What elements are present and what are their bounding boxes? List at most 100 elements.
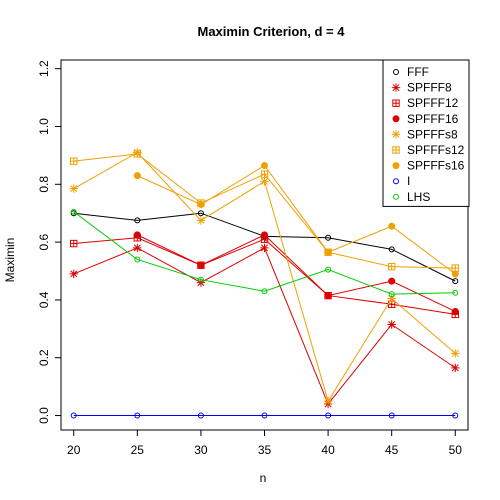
- data-point: [387, 262, 396, 271]
- asterisk-marker: [196, 216, 206, 225]
- circle-marker: [393, 178, 399, 185]
- circle-marker: [197, 412, 204, 419]
- legend-label: SPFFF8: [407, 81, 452, 95]
- dot-marker: [261, 162, 268, 170]
- legend-item: SPFFFs8: [391, 127, 458, 141]
- data-point: [70, 412, 77, 419]
- x-tick-label: 45: [385, 443, 399, 457]
- asterisk-marker: [387, 320, 396, 329]
- series-spfff8: [69, 243, 460, 409]
- circle-marker: [197, 210, 204, 217]
- circle-marker: [393, 69, 399, 75]
- data-point: [324, 292, 332, 300]
- data-point: [260, 170, 269, 178]
- legend-item: I: [393, 174, 410, 188]
- data-point: [70, 157, 78, 165]
- circle-marker: [134, 217, 141, 224]
- data-point: [197, 210, 204, 217]
- circle-marker: [388, 246, 395, 253]
- legend-label: I: [407, 174, 410, 188]
- y-tick-label: 1.2: [37, 60, 51, 77]
- legend-label: SPFFFs12: [407, 143, 465, 157]
- circle-marker: [325, 412, 332, 419]
- data-point: [134, 412, 141, 419]
- circle-marker: [325, 266, 332, 273]
- asterisk-marker: [451, 349, 460, 358]
- data-point: [197, 276, 204, 283]
- dot-marker: [388, 222, 396, 230]
- series-line: [73, 211, 456, 295]
- series-line: [137, 164, 456, 275]
- data-point: [70, 239, 78, 248]
- circle-marker: [134, 256, 141, 263]
- y-axis: 0.0 0.2 0.4 0.6 0.8 1.0 1.2: [37, 60, 62, 424]
- asterisk-marker: [391, 83, 401, 92]
- data-point: [197, 201, 205, 209]
- legend-item: SPFFF8: [391, 81, 452, 95]
- asterisk-marker: [387, 294, 396, 303]
- legend-marker: [393, 69, 399, 75]
- x-tick-label: 50: [449, 443, 463, 457]
- dot-marker: [197, 261, 205, 269]
- dot-marker: [133, 231, 141, 239]
- dot-marker: [451, 307, 459, 315]
- data-point: [388, 291, 395, 298]
- dot-marker: [324, 248, 332, 256]
- circle-marker: [393, 193, 399, 200]
- circle-marker: [261, 288, 268, 295]
- circle-marker: [70, 208, 77, 215]
- data-point: [260, 177, 269, 186]
- legend-marker: [392, 162, 400, 170]
- data-point: [388, 412, 395, 419]
- x-axis: 20 25 30 35 40 45 50: [67, 429, 463, 457]
- data-point: [324, 248, 332, 256]
- legend-item: FFF: [393, 65, 429, 79]
- data-point: [325, 412, 332, 419]
- data-point: [452, 289, 459, 296]
- legend-item: SPFFF16: [392, 112, 459, 126]
- y-tick-label: 0.0: [37, 407, 51, 424]
- data-point: [388, 246, 395, 253]
- data-point: [261, 412, 268, 419]
- data-point: [451, 349, 460, 358]
- data-point: [70, 208, 77, 215]
- dot-marker: [324, 292, 332, 300]
- legend-label: FFF: [407, 65, 429, 79]
- x-tick-label: 30: [194, 443, 208, 457]
- dot-marker: [388, 277, 396, 285]
- legend-label: SPFFF16: [407, 112, 459, 126]
- legend-label: SPFFFs16: [407, 159, 465, 173]
- circle-marker: [452, 289, 459, 296]
- x-axis-label: n: [260, 471, 267, 485]
- x-tick-label: 35: [258, 443, 272, 457]
- circle-marker: [134, 412, 141, 419]
- legend-marker: [391, 83, 401, 92]
- asterisk-marker: [323, 396, 333, 406]
- circle-marker: [70, 412, 77, 419]
- chart-title: Maximin Criterion, d = 4: [197, 24, 345, 39]
- legend-marker: [393, 178, 399, 185]
- series-spfff16: [133, 231, 459, 315]
- legend-marker: [392, 99, 400, 107]
- data-point: [260, 243, 269, 253]
- legend-marker: [392, 115, 400, 123]
- data-point: [261, 162, 268, 170]
- data-point: [69, 269, 78, 279]
- data-point: [133, 231, 141, 239]
- x-tick-label: 40: [321, 443, 335, 457]
- y-tick-label: 0.2: [37, 349, 51, 366]
- data-point: [452, 278, 459, 285]
- data-point: [387, 294, 396, 303]
- data-point: [451, 270, 459, 278]
- legend-marker: [391, 130, 401, 139]
- data-point: [451, 363, 460, 373]
- data-point: [196, 216, 206, 225]
- series-spfffs16: [133, 162, 459, 278]
- x-tick-label: 20: [67, 443, 81, 457]
- data-point: [69, 184, 78, 193]
- dot-marker: [392, 115, 400, 123]
- legend-item: SPFFF12: [392, 96, 459, 110]
- circle-marker: [197, 276, 204, 283]
- data-point: [261, 288, 268, 295]
